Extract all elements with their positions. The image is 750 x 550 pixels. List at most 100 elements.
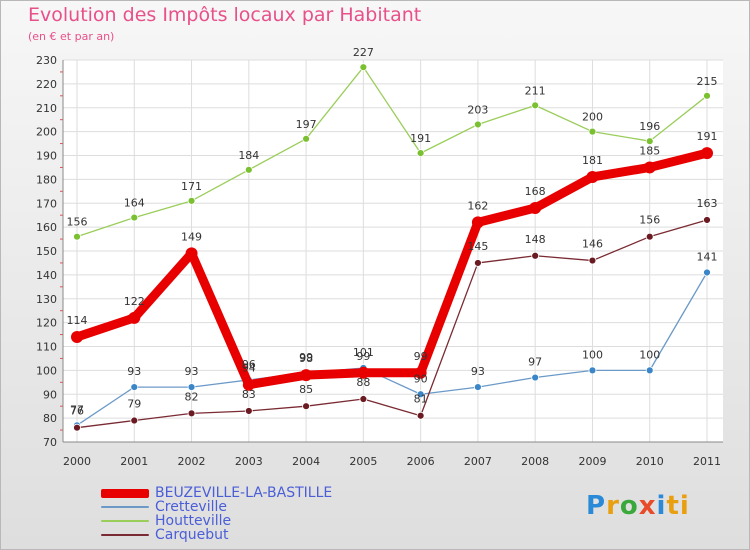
data-label: 101 bbox=[353, 346, 374, 359]
data-label: 93 bbox=[185, 365, 199, 378]
data-point bbox=[187, 383, 196, 391]
legend-label-houtteville: Houtteville bbox=[155, 513, 232, 529]
data-label: 191 bbox=[410, 132, 431, 145]
x-tick-label: 2008 bbox=[521, 455, 549, 468]
chart-title: Evolution des Impôts locaux par Habitant bbox=[28, 4, 422, 26]
data-label: 79 bbox=[127, 398, 141, 411]
data-point bbox=[588, 256, 597, 265]
legend-swatch-houtteville bbox=[101, 520, 149, 522]
data-point bbox=[645, 232, 654, 241]
data-point bbox=[71, 330, 83, 343]
y-tick-label: 90 bbox=[43, 388, 57, 401]
legend-swatch-beuzeville bbox=[101, 488, 149, 498]
data-label: 100 bbox=[582, 348, 603, 361]
data-point bbox=[416, 149, 425, 158]
y-tick-label: 190 bbox=[36, 150, 57, 163]
x-tick-label: 2003 bbox=[235, 455, 263, 468]
y-tick-label: 220 bbox=[36, 78, 57, 91]
data-label: 148 bbox=[525, 233, 546, 246]
data-label: 141 bbox=[697, 250, 718, 263]
legend-item-cretteville: Cretteville bbox=[101, 500, 332, 514]
data-point bbox=[357, 366, 370, 379]
data-point bbox=[130, 213, 139, 222]
y-tick-label: 230 bbox=[36, 54, 57, 67]
x-tick-label: 2002 bbox=[178, 455, 206, 468]
x-tick-label: 2000 bbox=[63, 455, 91, 468]
data-point bbox=[701, 147, 713, 160]
x-tick-label: 2011 bbox=[693, 455, 721, 468]
legend-swatch-carquebut bbox=[101, 534, 149, 536]
data-point bbox=[588, 366, 597, 375]
data-label: 196 bbox=[639, 120, 660, 133]
y-tick-label: 80 bbox=[43, 412, 57, 425]
data-point bbox=[244, 407, 253, 415]
data-label: 97 bbox=[528, 356, 542, 369]
data-label: 149 bbox=[181, 230, 202, 243]
data-label: 81 bbox=[414, 393, 428, 406]
series-line-1 bbox=[76, 271, 708, 426]
y-tick-label: 180 bbox=[36, 173, 57, 186]
data-point bbox=[529, 202, 542, 215]
data-label: 146 bbox=[582, 238, 603, 251]
data-label: 156 bbox=[67, 216, 88, 229]
data-point bbox=[130, 383, 139, 391]
data-point bbox=[471, 216, 484, 229]
data-point bbox=[185, 247, 198, 260]
data-point bbox=[187, 409, 196, 418]
y-tick-label: 120 bbox=[36, 317, 57, 330]
data-point bbox=[474, 383, 482, 391]
data-point bbox=[703, 216, 711, 224]
series-line-3 bbox=[76, 219, 708, 429]
data-label: 90 bbox=[414, 372, 428, 385]
data-label: 191 bbox=[697, 130, 718, 143]
data-label: 171 bbox=[181, 180, 202, 193]
data-label: 99 bbox=[299, 351, 313, 364]
y-tick-label: 140 bbox=[36, 269, 57, 282]
legend-label-carquebut: Carquebut bbox=[155, 527, 229, 543]
data-label: 114 bbox=[67, 314, 88, 327]
data-point bbox=[645, 366, 654, 375]
legend-swatch-cretteville bbox=[101, 506, 149, 508]
x-tick-label: 2009 bbox=[578, 455, 606, 468]
data-label: 200 bbox=[582, 111, 603, 124]
data-label: 181 bbox=[582, 154, 603, 167]
data-label: 122 bbox=[124, 295, 145, 308]
data-point bbox=[643, 161, 656, 174]
data-point bbox=[416, 390, 425, 399]
data-label: 203 bbox=[467, 103, 488, 116]
x-tick-label: 2007 bbox=[464, 455, 492, 468]
data-point bbox=[703, 91, 711, 100]
chart-subtitle: (en € et par an) bbox=[28, 30, 115, 43]
data-point bbox=[302, 402, 310, 411]
data-label: 100 bbox=[639, 348, 660, 361]
data-point bbox=[531, 101, 540, 110]
data-label: 162 bbox=[467, 199, 488, 212]
y-tick-label: 170 bbox=[36, 197, 57, 210]
data-label: 215 bbox=[697, 75, 718, 88]
x-tick-label: 2006 bbox=[407, 455, 435, 468]
data-label: 98 bbox=[299, 352, 313, 365]
data-label: 185 bbox=[639, 144, 660, 157]
data-point bbox=[645, 137, 654, 146]
data-point bbox=[531, 251, 540, 260]
data-label: 163 bbox=[697, 197, 718, 210]
legend-label-beuzeville: BEUZEVILLE-LA-BASTILLE bbox=[155, 485, 333, 501]
data-point bbox=[359, 395, 368, 403]
data-label: 94 bbox=[242, 362, 256, 375]
data-point bbox=[414, 366, 427, 379]
y-tick-label: 130 bbox=[36, 293, 57, 306]
data-point bbox=[359, 63, 368, 72]
series-line-2 bbox=[76, 66, 708, 238]
data-point bbox=[586, 170, 599, 183]
data-point bbox=[187, 196, 196, 205]
data-point bbox=[242, 378, 255, 391]
data-point bbox=[302, 134, 310, 143]
data-label: 184 bbox=[238, 149, 259, 162]
y-tick-label: 160 bbox=[36, 221, 57, 234]
data-point bbox=[474, 120, 482, 129]
y-tick-label: 210 bbox=[36, 102, 57, 115]
proxiti-logo: Proxiti bbox=[586, 491, 690, 521]
data-label: 168 bbox=[525, 185, 546, 198]
legend-item-beuzeville: BEUZEVILLE-LA-BASTILLE bbox=[101, 486, 332, 500]
